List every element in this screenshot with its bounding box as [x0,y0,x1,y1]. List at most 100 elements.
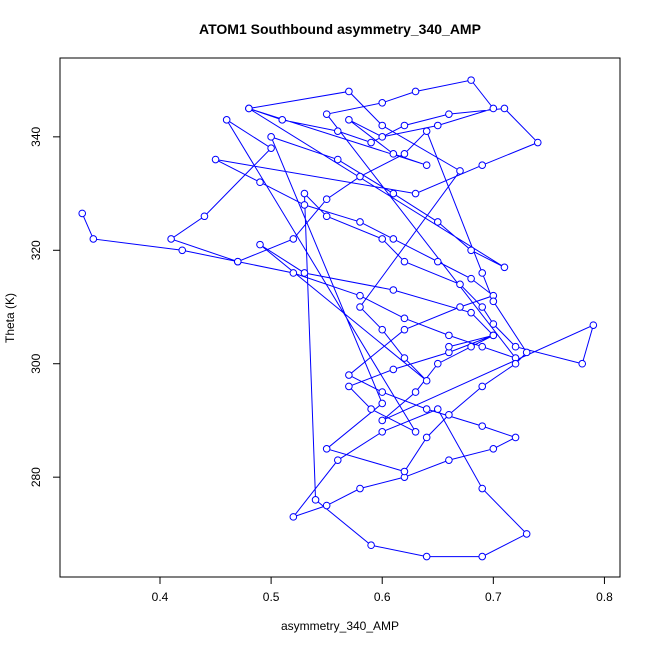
point [522,348,531,357]
point [211,155,220,164]
point [433,218,442,226]
point [489,331,498,340]
point [433,405,442,413]
point [389,286,398,294]
point [511,342,520,351]
point [433,121,442,130]
point [422,161,431,170]
point [378,121,387,130]
point [78,209,87,218]
point [411,427,420,436]
point [378,399,387,408]
point [378,427,387,436]
point [456,280,464,289]
point [411,189,420,198]
point [222,116,231,124]
x-tick-label: 0.4 [152,590,169,604]
point [433,359,442,368]
point [311,496,320,504]
x-tick-label: 0.7 [485,590,502,604]
point [422,552,431,561]
y-tick-label: 320 [29,240,43,260]
point [422,433,431,442]
point [378,388,387,396]
y-tick-label: 280 [29,467,43,487]
point [267,144,275,152]
point [367,541,375,550]
point [345,371,353,379]
x-axis-label: asymmetry_340_AMP [281,619,399,633]
point [89,235,98,243]
point [445,410,453,419]
point [422,405,431,413]
point [445,456,453,464]
series-line [81,79,595,558]
point [478,382,487,391]
point [456,167,464,175]
point [411,388,420,396]
point [256,240,264,249]
point [289,513,298,521]
point [300,189,309,198]
point [478,342,487,351]
point [322,110,331,118]
y-tick-label: 300 [29,353,43,373]
point [345,382,353,391]
point [589,321,598,329]
point [333,456,342,464]
point [511,433,520,442]
point [500,104,509,113]
point [300,269,309,277]
point [245,104,253,113]
point [478,303,487,311]
point [411,87,420,96]
point [467,76,475,84]
point [511,359,520,368]
point [356,172,364,181]
point [400,314,409,323]
point [200,212,209,221]
point [267,133,275,141]
point [367,138,375,147]
point [356,303,364,311]
point [389,189,398,198]
point [456,303,464,311]
point [378,325,387,334]
point [167,235,175,243]
point [389,150,398,158]
point [489,320,498,328]
point [233,257,242,266]
point [378,133,387,141]
point [445,110,453,118]
point [356,218,364,226]
point [478,269,487,277]
point [400,467,409,476]
y-tick-label: 340 [29,127,43,147]
point [467,308,475,317]
point [478,422,487,430]
plot-frame [59,57,621,578]
point [422,127,431,135]
point [400,325,409,334]
point [478,552,487,561]
point [445,342,453,351]
point [389,365,398,374]
point [445,331,453,340]
point [400,257,409,266]
point [378,235,387,243]
point [433,257,442,266]
point [578,359,587,368]
point [367,405,375,413]
point [467,246,475,255]
point [322,501,331,510]
x-tick-label: 0.8 [596,590,613,604]
point [489,445,498,453]
point [356,291,364,300]
point [256,178,264,187]
y-axis-label: Theta (K) [3,293,17,343]
point [322,445,331,453]
point [322,195,331,204]
point [289,269,298,277]
point [300,201,309,209]
